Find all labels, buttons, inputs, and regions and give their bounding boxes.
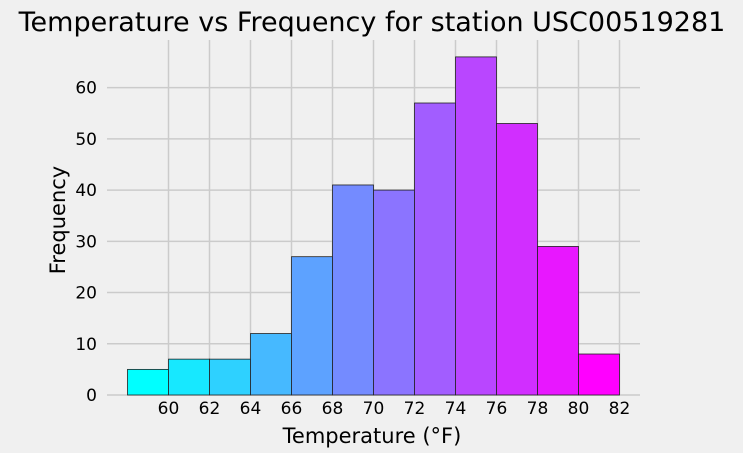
y-tick-label: 10 [75,335,97,355]
y-tick-labels: 0 10 20 30 40 50 60 [75,79,97,406]
histogram-bar [537,246,579,396]
histogram-bar [496,123,538,396]
histogram-bar [373,189,415,396]
x-axis-label: Temperature (°F) [282,424,462,448]
y-tick-label: 0 [86,386,97,406]
x-tick-label: 74 [445,399,467,419]
y-tick-label: 40 [75,181,97,201]
x-tick-label: 66 [281,399,303,419]
histogram-bar [291,256,333,396]
x-tick-label: 70 [363,399,385,419]
y-tick-label: 20 [75,284,97,304]
x-tick-label: 76 [486,399,508,419]
x-tick-label: 78 [527,399,549,419]
x-tick-label: 62 [199,399,221,419]
histogram-bar [209,358,251,396]
histogram-bar [332,184,374,396]
x-tick-label: 68 [322,399,344,419]
histogram-bar [127,368,169,396]
histogram-bar [168,358,210,396]
y-tick-label: 30 [75,232,97,252]
x-tick-labels: 60 62 64 66 68 70 72 74 76 78 80 82 [158,399,631,419]
y-tick-label: 60 [75,79,97,99]
histogram-bar [578,353,620,396]
x-tick-label: 64 [240,399,262,419]
histogram-bar [250,333,292,396]
x-tick-label: 82 [609,399,631,419]
y-tick-label: 50 [75,130,97,150]
histogram-bars [127,56,620,396]
chart-title: Temperature vs Frequency for station USC… [18,7,726,38]
histogram-bar [455,56,497,396]
x-tick-label: 72 [404,399,426,419]
histogram-bar [414,102,456,396]
y-axis-label: Frequency [46,166,70,275]
x-tick-label: 60 [158,399,180,419]
x-tick-label: 80 [568,399,590,419]
